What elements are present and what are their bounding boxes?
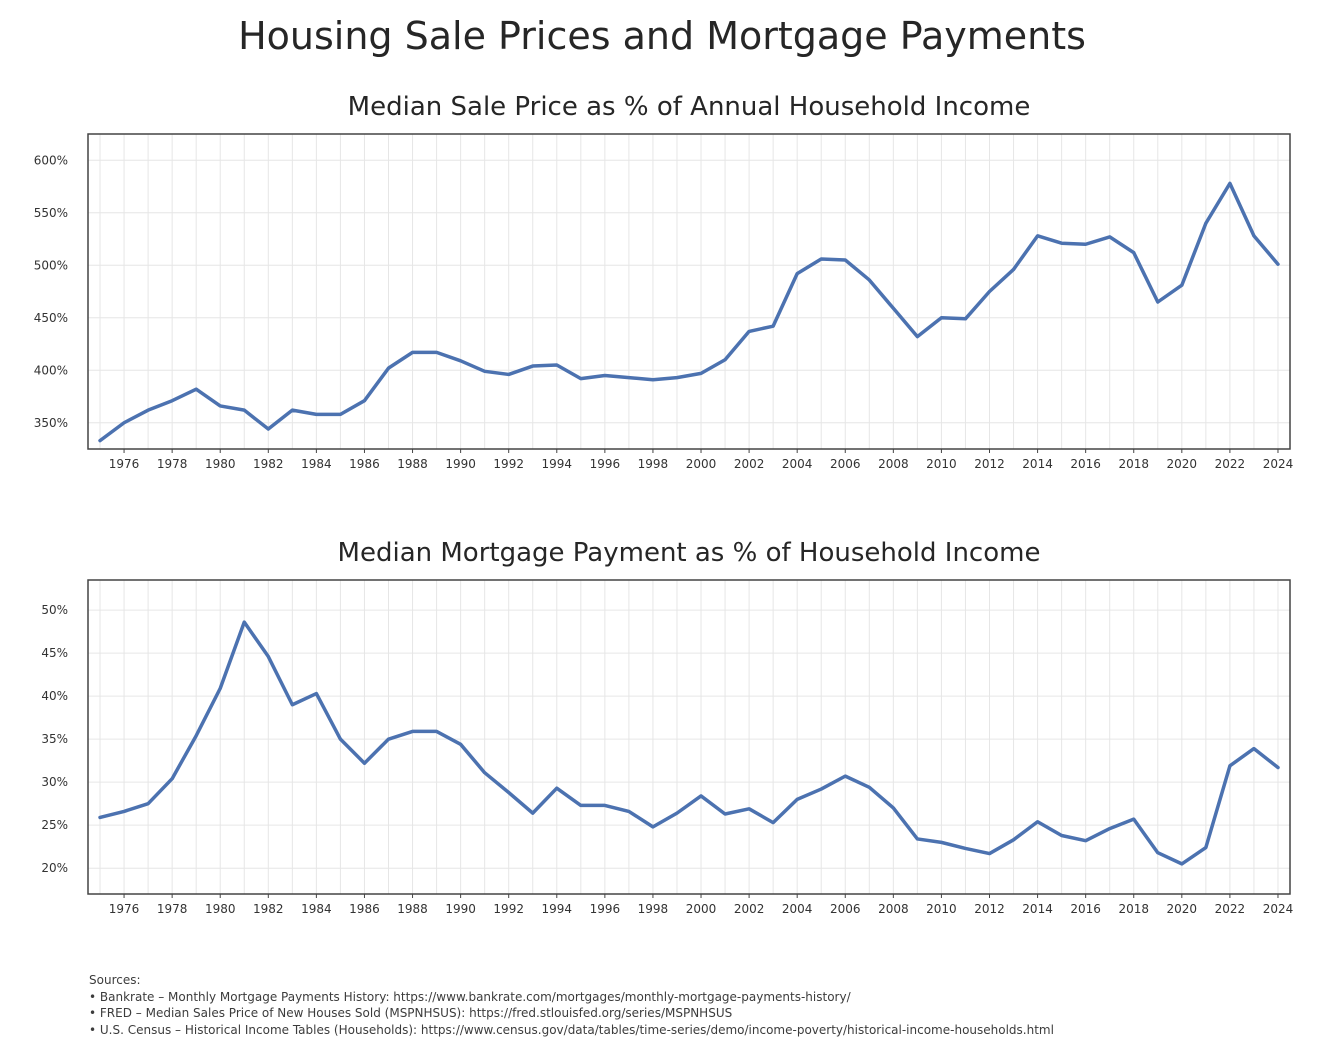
x-tick-label: 2016 (1070, 457, 1101, 471)
x-tick-label: 2014 (1022, 902, 1053, 916)
sources-block: Sources: • Bankrate – Monthly Mortgage P… (89, 972, 1054, 1038)
y-tick-label: 30% (41, 775, 68, 789)
x-tick-label: 1994 (542, 902, 573, 916)
y-tick-label: 350% (34, 416, 68, 430)
x-tick-label: 1998 (638, 902, 669, 916)
x-tick-label: 2008 (878, 457, 909, 471)
x-tick-label: 1984 (301, 457, 332, 471)
x-tick-label: 2022 (1215, 902, 1246, 916)
x-tick-label: 1988 (397, 902, 428, 916)
x-tick-label: 2020 (1167, 457, 1198, 471)
x-tick-label: 2006 (830, 457, 861, 471)
chart-2: 20% 25% 30% 35% 40% 45% 50% 1976 1978 1980 1982 198… (41, 579, 1294, 916)
y-tick-label: 500% (34, 258, 68, 272)
source-bankrate: • Bankrate – Monthly Mortgage Payments H… (89, 989, 851, 1004)
y-tick-label: 450% (34, 311, 68, 325)
x-tick-label: 2024 (1263, 902, 1294, 916)
x-tick-label: 2018 (1118, 457, 1149, 471)
y-tick-label: 35% (41, 732, 68, 746)
x-tick-label: 1978 (157, 902, 188, 916)
chart-1-grid (88, 134, 1290, 449)
chart-2-series-line (98, 620, 1280, 866)
x-tick-label: 1992 (493, 457, 524, 471)
x-tick-label: 2008 (878, 902, 909, 916)
x-tick-label: 2006 (830, 902, 861, 916)
x-tick-label: 2016 (1070, 902, 1101, 916)
x-tick-label: 1990 (445, 457, 476, 471)
x-tick-label: 2012 (974, 902, 1005, 916)
x-tick-label: 2000 (686, 457, 717, 471)
y-tick-label: 600% (34, 153, 68, 167)
x-tick-label: 2004 (782, 457, 813, 471)
figure-title: Housing Sale Prices and Mortgage Payment… (238, 14, 1086, 58)
x-tick-label: 1982 (253, 902, 284, 916)
x-tick-label: 1992 (493, 902, 524, 916)
chart-1: 350% 400% 450% 500% 550% 600% 1976 1978 1980 1982… (34, 133, 1294, 471)
x-tick-label: 2014 (1022, 457, 1053, 471)
x-tick-label: 1980 (205, 902, 236, 916)
x-tick-label: 1976 (109, 902, 140, 916)
x-tick-label: 1980 (205, 457, 236, 471)
source-fred: • FRED – Median Sales Price of New House… (89, 1006, 733, 1020)
x-tick-label: 1984 (301, 902, 332, 916)
x-tick-label: 1976 (109, 457, 140, 471)
x-tick-label: 2018 (1118, 902, 1149, 916)
x-tick-label: 1998 (638, 457, 669, 471)
sources-heading: Sources: (89, 973, 141, 987)
x-tick-label: 2024 (1263, 457, 1294, 471)
x-tick-label: 1996 (590, 457, 621, 471)
x-tick-label: 1978 (157, 457, 188, 471)
x-tick-label: 1986 (349, 457, 380, 471)
x-tick-label: 2022 (1215, 457, 1246, 471)
x-tick-label: 1986 (349, 902, 380, 916)
x-tick-label: 2012 (974, 457, 1005, 471)
x-tick-label: 1996 (590, 902, 621, 916)
x-tick-label: 2002 (734, 902, 765, 916)
x-tick-label: 2020 (1167, 902, 1198, 916)
chart-2-title: Median Mortgage Payment as % of Househol… (337, 538, 1041, 568)
chart-1-frame (87, 133, 1291, 450)
y-tick-label: 25% (41, 818, 68, 832)
x-tick-label: 1988 (397, 457, 428, 471)
x-tick-label: 2004 (782, 902, 813, 916)
x-tick-label: 2010 (926, 902, 957, 916)
chart-2-grid (88, 580, 1290, 894)
x-tick-label: 1982 (253, 457, 284, 471)
chart-1-series-line (98, 181, 1280, 443)
chart-1-title: Median Sale Price as % of Annual Househo… (347, 92, 1031, 122)
y-tick-label: 20% (41, 861, 68, 875)
x-tick-label: 2002 (734, 457, 765, 471)
chart-2-frame (87, 579, 1291, 895)
source-census: • U.S. Census – Historical Income Tables… (89, 1022, 1054, 1037)
x-tick-label: 1994 (542, 457, 573, 471)
y-tick-label: 550% (34, 206, 68, 220)
x-tick-label: 2010 (926, 457, 957, 471)
y-tick-label: 400% (34, 363, 68, 377)
x-tick-label: 1990 (445, 902, 476, 916)
y-tick-label: 40% (41, 689, 68, 703)
x-tick-label: 2000 (686, 902, 717, 916)
y-tick-label: 45% (41, 646, 68, 660)
y-tick-label: 50% (41, 603, 68, 617)
